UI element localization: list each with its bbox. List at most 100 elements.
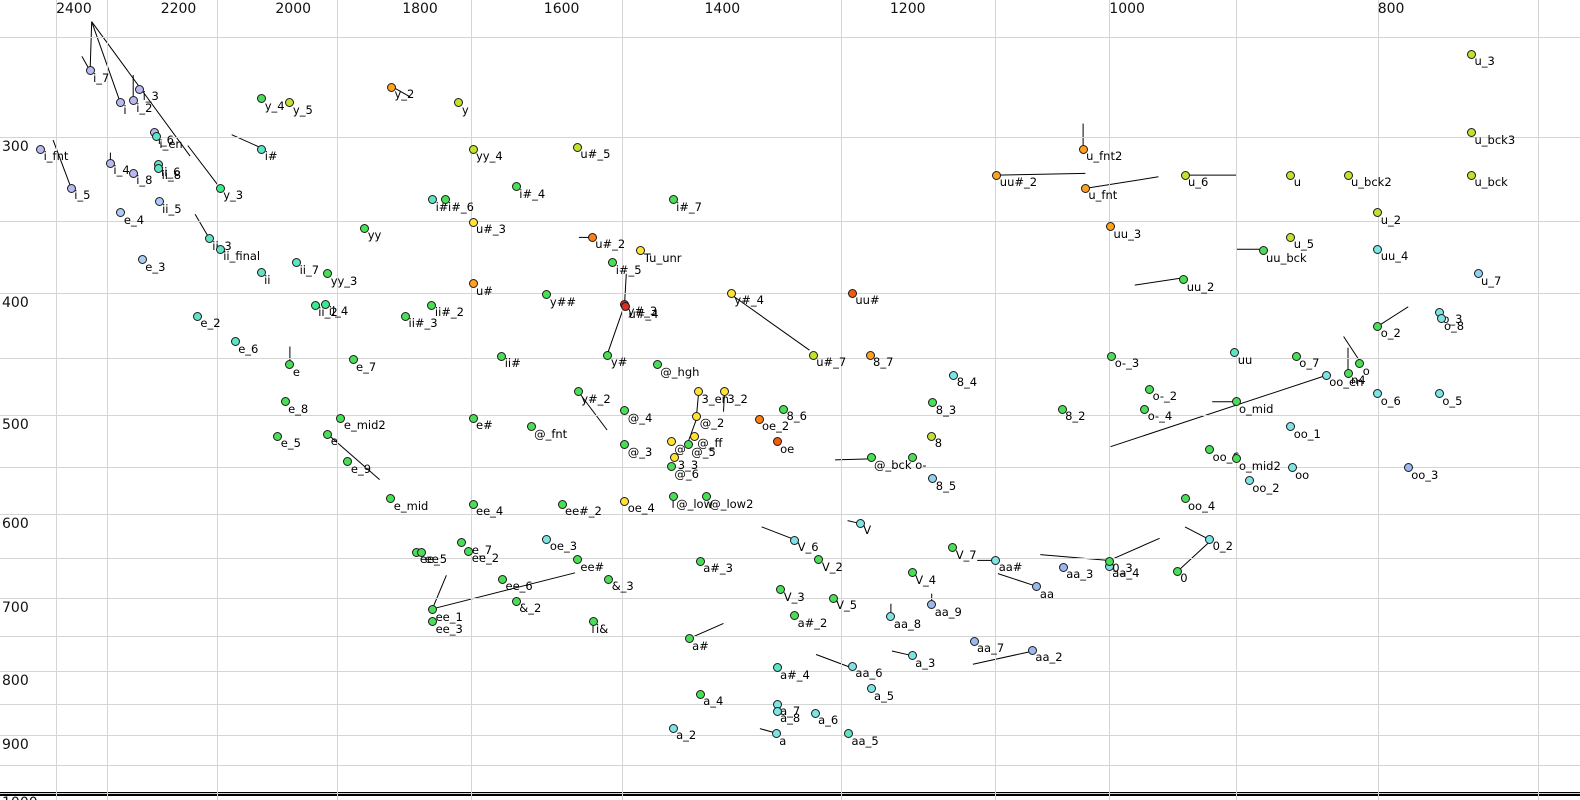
point-label-uu_bck: uu_bck bbox=[1266, 250, 1307, 265]
connector-line bbox=[91, 21, 121, 103]
grid-line-x-1000 bbox=[1109, 0, 1111, 800]
point-label-a#: a# bbox=[692, 638, 709, 653]
point-label-i_2: i_2 bbox=[136, 100, 153, 115]
point-label-a_7: a_7 bbox=[780, 704, 801, 719]
point-label-u_6: u_6 bbox=[1188, 175, 1209, 190]
data-point-y_3 bbox=[215, 183, 225, 193]
data-point-ii_8 bbox=[154, 163, 164, 173]
data-point-oo_4 bbox=[1180, 494, 1190, 504]
data-point-a# bbox=[684, 634, 694, 644]
connector-line bbox=[972, 651, 1031, 665]
point-label-o-_3: o-_3 bbox=[1114, 356, 1140, 371]
point-label-uu: uu bbox=[1237, 352, 1253, 367]
data-point-y#_4 bbox=[726, 288, 736, 298]
x-tick-label-1000: 1000 bbox=[1109, 1, 1145, 17]
data-point-i#_7 bbox=[668, 195, 678, 205]
data-point-8_4 bbox=[949, 370, 959, 380]
point-label-8_2: 8_2 bbox=[1065, 409, 1086, 424]
data-point-u#_7 bbox=[808, 350, 818, 360]
data-point-o_5 bbox=[1434, 389, 1444, 399]
point-label-u_3: u_3 bbox=[1474, 54, 1495, 69]
data-point-ii#_3 bbox=[401, 311, 410, 321]
point-label-a: a bbox=[779, 733, 787, 748]
data-point-oe_4 bbox=[620, 496, 630, 506]
point-label-o_8: o_8 bbox=[1444, 318, 1465, 333]
point-label-0_3: 0_3 bbox=[1112, 561, 1133, 576]
data-point-i#_4 bbox=[511, 182, 521, 192]
data-point-uu_4 bbox=[1373, 244, 1383, 254]
point-label-e: e bbox=[292, 364, 300, 379]
data-point-a#_3 bbox=[695, 556, 705, 566]
point-label-V_3: V_3 bbox=[783, 589, 805, 604]
data-point-3_3 bbox=[670, 453, 680, 463]
connector-line bbox=[577, 391, 608, 431]
point-label-8_6: 8_6 bbox=[786, 409, 807, 424]
data-point-aa_2 bbox=[1027, 645, 1037, 655]
point-label-i_7: i_7 bbox=[93, 70, 110, 85]
connector-line bbox=[434, 572, 576, 609]
point-label-aa_6: aa_6 bbox=[855, 666, 883, 681]
point-label-oo_1: oo_1 bbox=[1293, 426, 1321, 441]
data-point-ee_3 bbox=[428, 617, 438, 627]
data-point-V bbox=[855, 518, 865, 528]
data-point-a#_4 bbox=[772, 663, 782, 673]
data-point-u# bbox=[468, 279, 478, 289]
grid-line-y-250 bbox=[0, 37, 1580, 39]
point-label-aa_2: aa_2 bbox=[1035, 650, 1063, 665]
point-label-ii#_3: ii#_3 bbox=[408, 316, 438, 330]
y-tick-label-500: 500 bbox=[2, 416, 29, 433]
point-label-@_6: @_6 bbox=[674, 466, 699, 481]
point-label-u#_7: u#_7 bbox=[816, 355, 847, 370]
data-point-y#_2 bbox=[573, 387, 583, 396]
x-tick-label-1200: 1200 bbox=[889, 1, 926, 17]
point-label-uu#_2: uu#_2 bbox=[999, 175, 1038, 190]
data-point-o_2 bbox=[1373, 321, 1383, 331]
data-point-aa# bbox=[991, 555, 1001, 565]
data-point-e bbox=[323, 429, 333, 439]
y-tick-label-700: 700 bbox=[2, 600, 29, 617]
connector-line bbox=[996, 172, 1086, 176]
data-point-o- bbox=[907, 453, 917, 463]
point-label-u_bck3: u_bck3 bbox=[1474, 132, 1516, 147]
point-label-o_3: o_3 bbox=[1442, 312, 1463, 327]
data-point-u#_4 bbox=[621, 302, 630, 312]
data-point-u_bck2 bbox=[1343, 170, 1353, 180]
data-point-o_mid2 bbox=[1231, 454, 1241, 464]
x-tick-label-1400: 1400 bbox=[704, 1, 741, 17]
data-point-0_2 bbox=[1205, 534, 1215, 544]
point-label-8_4: 8_4 bbox=[956, 375, 978, 390]
point-label-@_bck: @_bck bbox=[874, 457, 912, 472]
data-point-3_en bbox=[694, 387, 703, 396]
data-point-V_3 bbox=[776, 585, 786, 595]
data-point-e_7 bbox=[348, 355, 358, 365]
point-label-@: @ bbox=[674, 441, 686, 456]
point-label-i&: i& bbox=[596, 621, 609, 636]
point-label-ee#_2: ee#_2 bbox=[565, 504, 602, 519]
point-label-a_4: a_4 bbox=[703, 694, 724, 709]
data-point-a_5 bbox=[866, 684, 876, 693]
data-point-a_3 bbox=[907, 651, 917, 661]
data-point-V_2 bbox=[814, 555, 824, 565]
point-label-aa_3: aa_3 bbox=[1066, 567, 1094, 582]
data-point-u_fnt bbox=[1080, 183, 1090, 193]
point-label-uu_3: uu_3 bbox=[1113, 226, 1142, 241]
data-point-u_5 bbox=[1286, 232, 1296, 242]
point-label-ii_5: ii_5 bbox=[162, 201, 182, 216]
point-label-aa_5: aa_5 bbox=[851, 733, 879, 748]
data-point-ee_1 bbox=[428, 605, 438, 615]
data-point-i#_6 bbox=[440, 195, 450, 205]
data-point-oo_en bbox=[1321, 370, 1331, 380]
point-label-@_ff: @_ff bbox=[697, 436, 723, 451]
data-point-i_2 bbox=[128, 96, 138, 106]
point-label-ii_4: ii_4 bbox=[328, 304, 349, 319]
grid-line-y-500 bbox=[0, 414, 1580, 416]
point-label-o_5: o_5 bbox=[1442, 393, 1463, 408]
data-point-oe_3 bbox=[542, 534, 552, 544]
point-label-a_6: a_6 bbox=[818, 713, 839, 727]
data-point-y bbox=[454, 98, 464, 108]
y-tick-label-400: 400 bbox=[2, 295, 29, 312]
data-point-u#_3 bbox=[468, 217, 478, 227]
point-label-o-: o- bbox=[915, 457, 927, 472]
x-tick-label-2200: 2200 bbox=[160, 1, 197, 17]
point-label-ii#_2: ii#_2 bbox=[434, 305, 464, 320]
